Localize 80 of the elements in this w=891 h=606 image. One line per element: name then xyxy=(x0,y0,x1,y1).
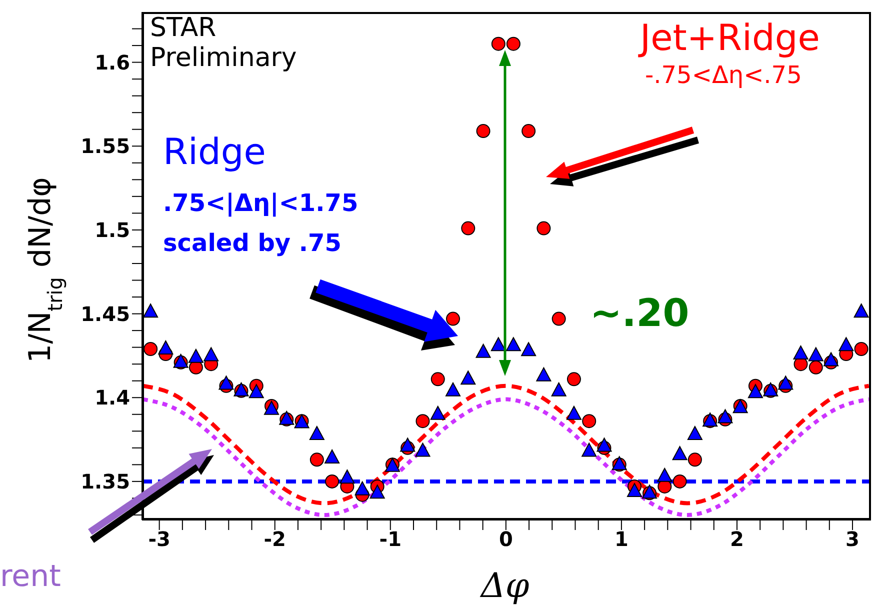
point xyxy=(400,438,416,452)
point xyxy=(158,340,174,354)
y-tick-label: 1.4 xyxy=(94,386,130,410)
point xyxy=(687,426,702,440)
point xyxy=(808,347,824,362)
y-tick-label: 1.55 xyxy=(80,134,130,158)
point xyxy=(536,367,552,382)
point xyxy=(808,360,823,374)
point xyxy=(446,312,460,326)
x-tick-label: 2 xyxy=(730,527,744,552)
point xyxy=(688,452,702,467)
annotation: ~.20 xyxy=(590,291,690,336)
point xyxy=(748,384,763,398)
point xyxy=(582,414,596,428)
text: rent xyxy=(0,559,62,594)
x-tick-label: 0 xyxy=(498,527,513,552)
point xyxy=(627,483,642,497)
point xyxy=(461,221,476,236)
point xyxy=(476,344,491,358)
point xyxy=(310,452,324,467)
point xyxy=(370,484,385,499)
point xyxy=(340,470,355,484)
point xyxy=(718,409,733,424)
point xyxy=(446,382,461,396)
point xyxy=(778,376,794,390)
point xyxy=(854,342,868,356)
annotation: -.75<Δη<.75 xyxy=(645,61,803,90)
point xyxy=(460,370,476,385)
point xyxy=(204,347,219,362)
line-series xyxy=(142,397,871,517)
point xyxy=(415,442,430,457)
point xyxy=(854,304,869,318)
annotation: scaled by .75 xyxy=(163,229,342,258)
point xyxy=(838,337,854,352)
y-tick-label: 1.45 xyxy=(80,302,130,326)
point xyxy=(416,414,430,428)
text: Jet+Ridge xyxy=(638,18,820,59)
point xyxy=(672,446,688,460)
point xyxy=(793,346,808,360)
point xyxy=(324,449,340,464)
y-tick-label: 1.6 xyxy=(94,50,130,74)
y-tick-label: 1.5 xyxy=(94,218,130,242)
point xyxy=(430,372,445,386)
point xyxy=(522,124,536,138)
point xyxy=(218,376,234,390)
point xyxy=(824,352,839,366)
point xyxy=(143,304,158,318)
point xyxy=(309,426,324,440)
point xyxy=(144,342,158,356)
point xyxy=(490,337,506,352)
point xyxy=(566,372,581,386)
point xyxy=(582,442,597,457)
point xyxy=(476,124,490,138)
point xyxy=(596,438,612,452)
point xyxy=(551,382,566,396)
point xyxy=(536,221,551,236)
point xyxy=(506,36,520,51)
x-tick-label: -1 xyxy=(379,527,402,552)
point xyxy=(188,348,204,363)
x-tick-label: 3 xyxy=(846,527,860,552)
line-series xyxy=(142,384,871,506)
x-tick-label: -3 xyxy=(148,527,170,552)
point xyxy=(672,474,687,488)
text: Ridge xyxy=(163,132,266,173)
y-tick-label: 1.35 xyxy=(80,470,130,494)
point xyxy=(552,312,566,326)
point xyxy=(354,481,370,496)
x-tick-label: -2 xyxy=(264,527,286,552)
x-tick-label: 1 xyxy=(614,527,628,552)
point xyxy=(506,337,521,352)
point xyxy=(657,468,672,482)
point xyxy=(521,342,536,356)
point xyxy=(325,474,340,488)
point xyxy=(491,36,506,51)
x-axis-title: Δφ xyxy=(478,566,530,606)
point xyxy=(248,384,264,398)
point xyxy=(430,406,446,420)
annotation: .75<|Δη|<1.75 xyxy=(163,189,360,218)
point xyxy=(566,406,582,420)
annotation: STAR Preliminary xyxy=(150,13,298,74)
